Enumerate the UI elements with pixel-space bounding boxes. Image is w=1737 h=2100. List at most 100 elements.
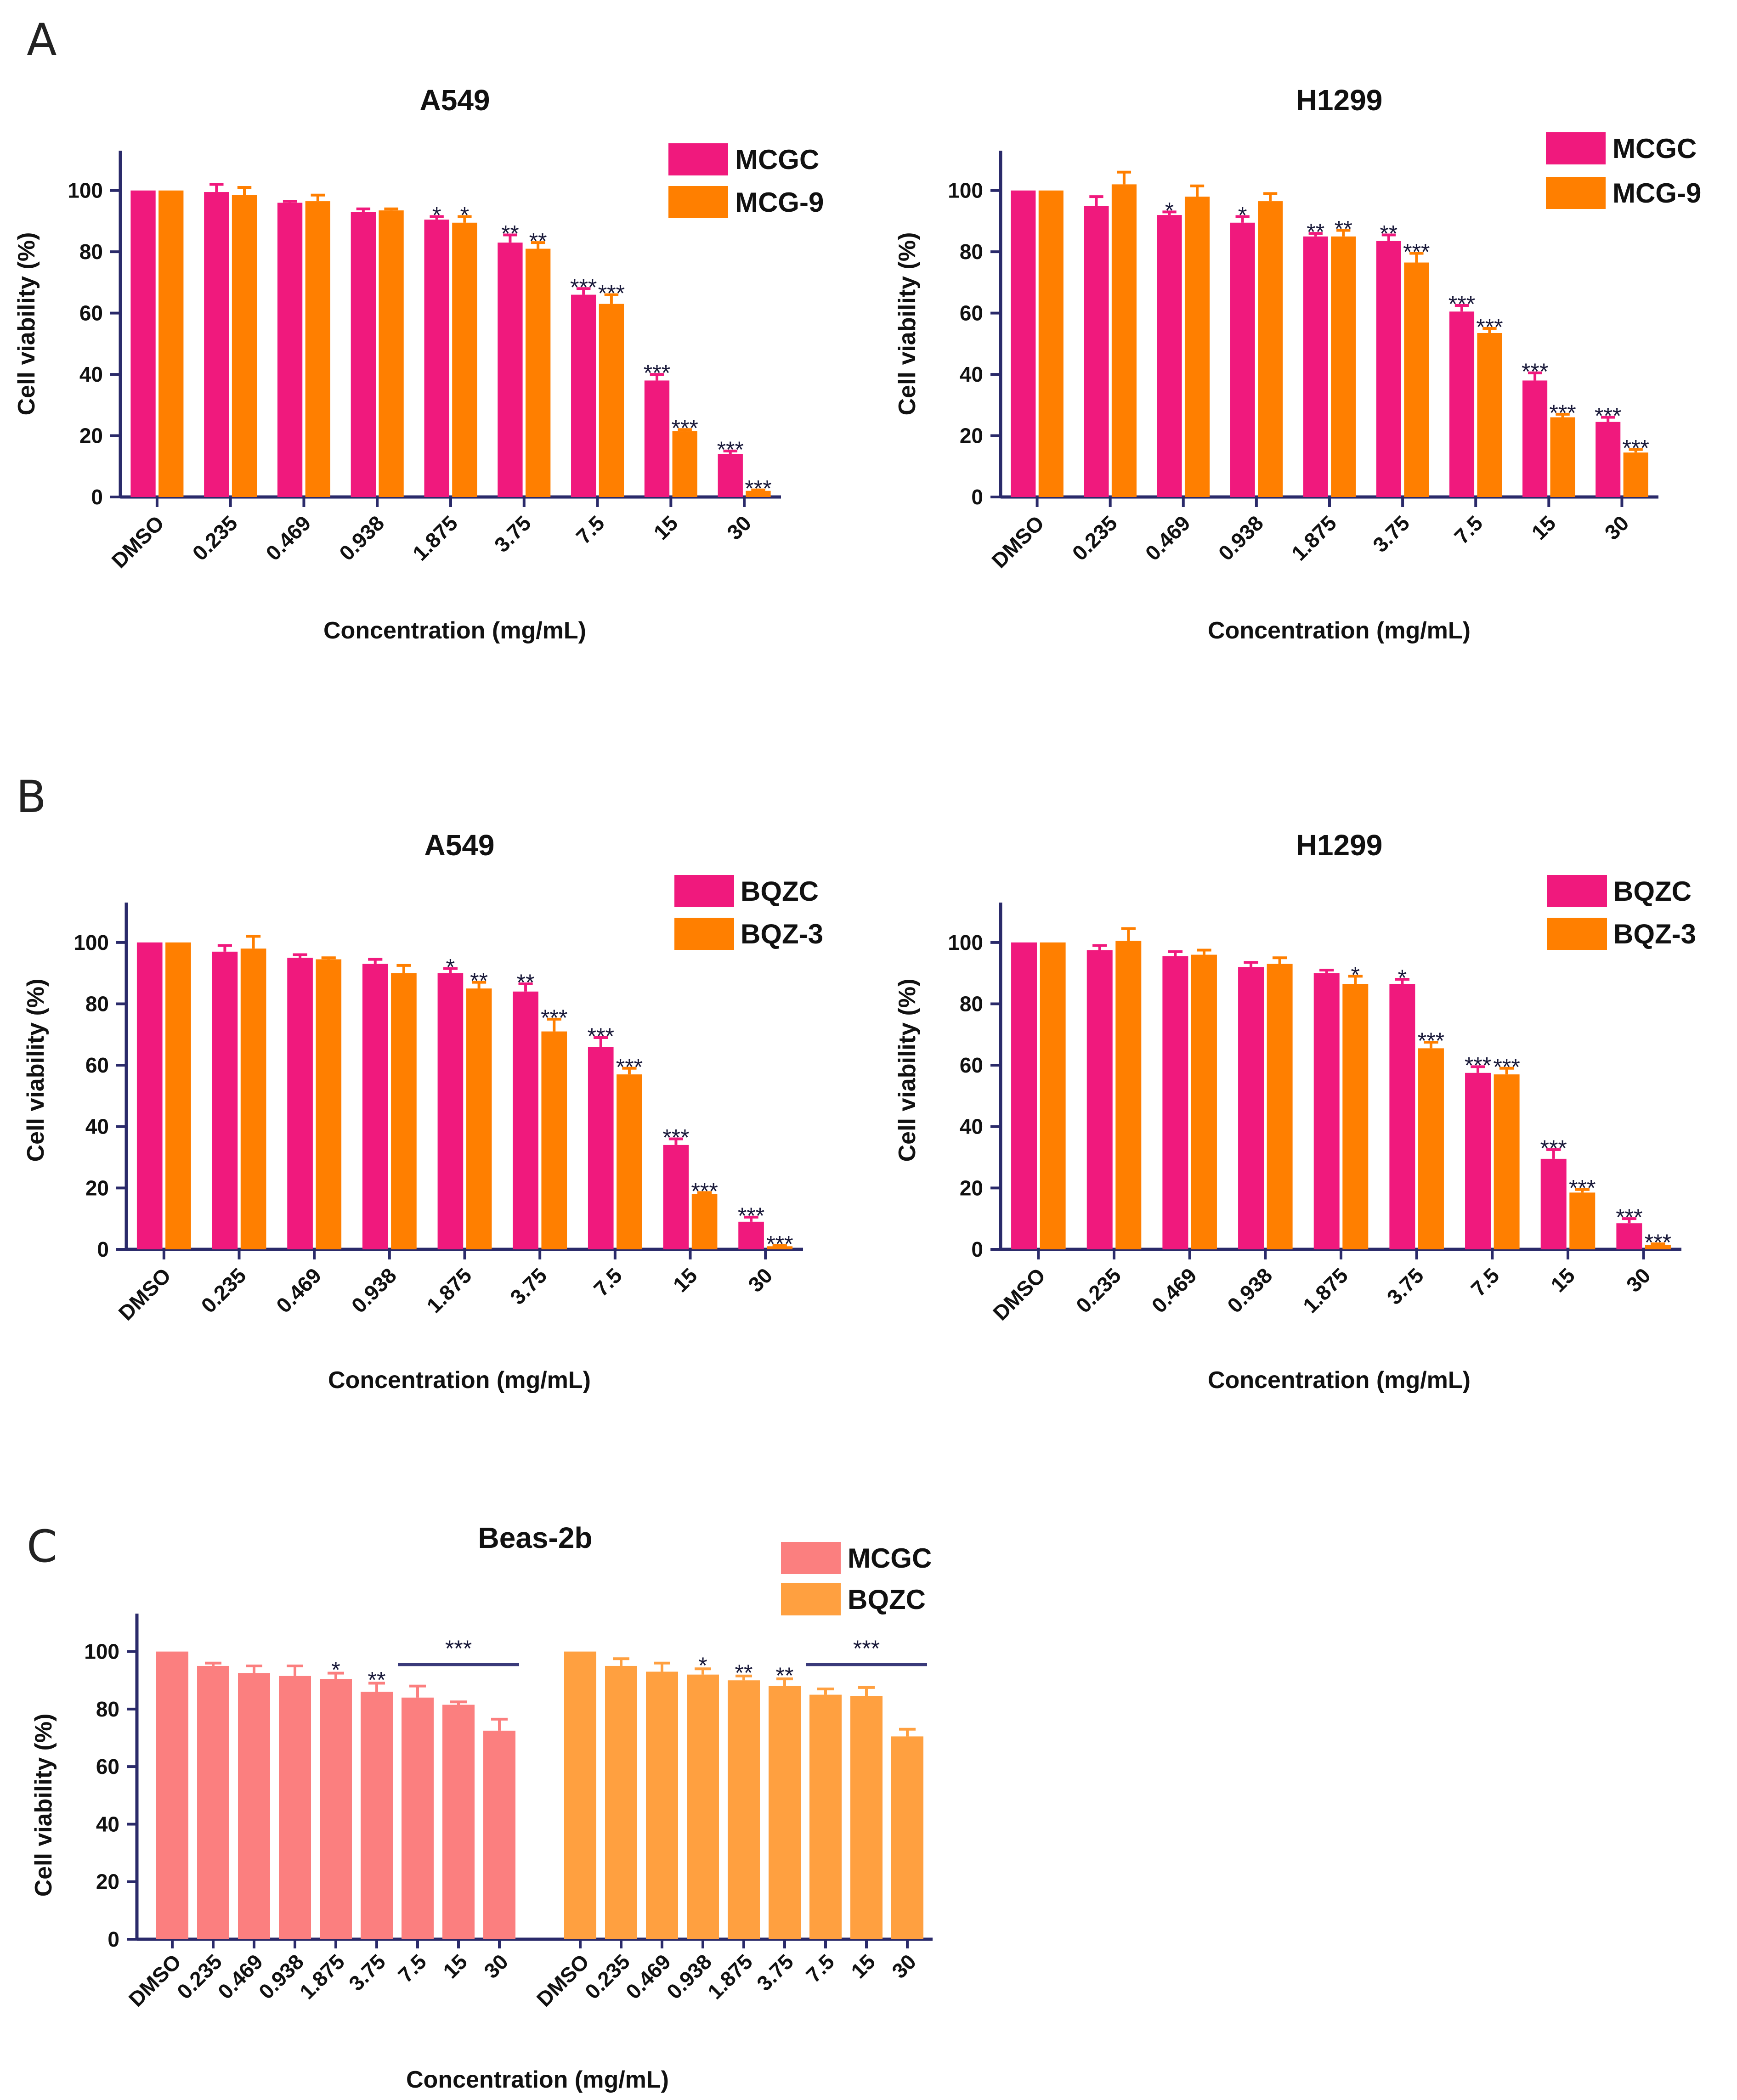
bar-mcg-9: [672, 431, 697, 497]
chart-title: Beas-2b: [478, 1521, 593, 1554]
significance-marker: **: [1307, 219, 1324, 245]
y-tick-label: 100: [68, 179, 103, 203]
bar-bqzc: [1011, 942, 1037, 1249]
y-tick-label: 80: [960, 240, 983, 264]
bar-bqzc: [891, 1736, 923, 1939]
bar-mcgc: [718, 454, 743, 497]
y-axis-label: Cell viability (%): [13, 232, 40, 416]
y-tick-label: 40: [960, 362, 983, 386]
bar-mcgc: [238, 1673, 270, 1939]
legend-swatch-mcgc: [668, 143, 728, 175]
significance-marker: ***: [691, 1178, 718, 1204]
x-axis-label: Concentration (mg/mL): [1208, 1367, 1471, 1394]
bar-bqzc: [588, 1047, 614, 1249]
bar-bqz-3: [1040, 942, 1066, 1249]
bar-bqz-3: [1191, 954, 1217, 1249]
bar-mcg-9: [1623, 452, 1648, 497]
chart-title: A549: [424, 829, 495, 862]
significance-marker: ***: [1418, 1028, 1444, 1054]
y-tick-label: 100: [948, 931, 983, 954]
bar-mcg-9: [379, 210, 404, 497]
legend-swatch-mcg9: [668, 186, 728, 218]
significance-marker: ***: [1448, 291, 1475, 317]
chart-title: H1299: [1296, 84, 1383, 117]
legend-swatch-bqz3: [674, 918, 734, 950]
y-tick-label: 80: [79, 240, 103, 264]
y-tick-label: 100: [74, 931, 109, 954]
bar-bqzc: [738, 1221, 764, 1249]
significance-marker: ***: [644, 360, 670, 386]
y-tick-label: 0: [97, 1237, 109, 1261]
y-tick-label: 60: [960, 1053, 983, 1077]
bar-bqzc: [564, 1651, 596, 1939]
bar-mcgc: [402, 1697, 434, 1939]
significance-marker: ***: [1476, 314, 1503, 340]
legend-label-mcgc: MCGC: [1613, 133, 1697, 164]
bar-bqzc: [437, 973, 464, 1249]
legend: MCGC BQZC: [781, 1542, 932, 1615]
significance-marker: **: [776, 1663, 794, 1688]
bar-bqz-3: [1342, 984, 1369, 1249]
significance-marker: **: [368, 1667, 386, 1693]
bar-mcgc: [197, 1665, 229, 1939]
significance-marker: *: [460, 202, 469, 228]
significance-marker: *: [432, 202, 441, 228]
legend: MCGC MCG-9: [668, 143, 824, 218]
y-tick-label: 0: [971, 1237, 983, 1261]
bar-bqzc: [1238, 967, 1264, 1249]
bar-mcgc: [442, 1705, 475, 1939]
significance-marker: **: [517, 970, 535, 995]
bar-bqzc: [1162, 956, 1188, 1249]
y-tick-label: 20: [96, 1870, 119, 1894]
bar-bqz-3: [691, 1194, 718, 1249]
significance-marker: **: [501, 220, 519, 246]
bar-mcgc: [156, 1651, 188, 1939]
bar-mcgc: [130, 190, 156, 497]
y-tick-label: 40: [96, 1812, 119, 1836]
significance-marker: ***: [1522, 359, 1548, 384]
bar-bqz-3: [316, 959, 342, 1249]
bar-mcg-9: [1550, 417, 1575, 497]
bar-bqzc: [605, 1665, 637, 1939]
bar-bqzc: [287, 958, 313, 1249]
bar-bqzc: [646, 1671, 678, 1939]
legend: BQZC BQZ-3: [674, 875, 823, 950]
x-axis-label: Concentration (mg/mL): [323, 617, 586, 644]
bar-bqz-3: [1115, 941, 1142, 1249]
bar-mcgc: [361, 1692, 393, 1939]
legend-label-bqzc: BQZC: [741, 876, 819, 907]
y-axis-label: Cell viability (%): [894, 979, 921, 1162]
bar-bqzc: [1540, 1158, 1567, 1249]
y-tick-label: 40: [79, 362, 103, 386]
legend-swatch-bqzc: [674, 875, 734, 907]
bar-mcgc: [1084, 206, 1109, 497]
bar-mcg-9: [1477, 333, 1502, 497]
y-tick-label: 20: [85, 1176, 109, 1200]
bar-mcgc: [483, 1730, 515, 1939]
significance-marker: **: [529, 228, 547, 254]
bar-mcg-9: [232, 195, 257, 497]
y-tick-label: 0: [91, 485, 103, 509]
bracket-marker: ***: [853, 1636, 880, 1661]
significance-marker: *: [1351, 962, 1360, 988]
y-tick-label: 60: [85, 1053, 109, 1077]
significance-marker: ***: [616, 1054, 643, 1080]
bar-mcgc: [279, 1676, 311, 1939]
bar-mcg-9: [1331, 236, 1356, 497]
significance-marker: ***: [1493, 1054, 1520, 1080]
y-axis-label: Cell viability (%): [23, 979, 49, 1162]
significance-marker: ***: [1595, 403, 1621, 429]
x-axis-label: Concentration (mg/mL): [328, 1367, 591, 1394]
bar-mcgc: [1449, 311, 1475, 497]
y-tick-label: 20: [960, 1176, 983, 1200]
panel-letter-c: C: [27, 1521, 57, 1572]
bar-mcg-9: [452, 222, 477, 497]
bar-bqzc: [728, 1680, 760, 1939]
legend-label-mcg9: MCG-9: [735, 187, 824, 218]
significance-marker: ***: [1540, 1135, 1567, 1161]
legend-swatch-bqz3: [1547, 918, 1607, 950]
significance-marker: ***: [766, 1231, 793, 1257]
legend-label-bqz3: BQZ-3: [741, 919, 823, 949]
bar-bqz-3: [240, 948, 266, 1249]
bar-mcgc: [277, 203, 303, 497]
